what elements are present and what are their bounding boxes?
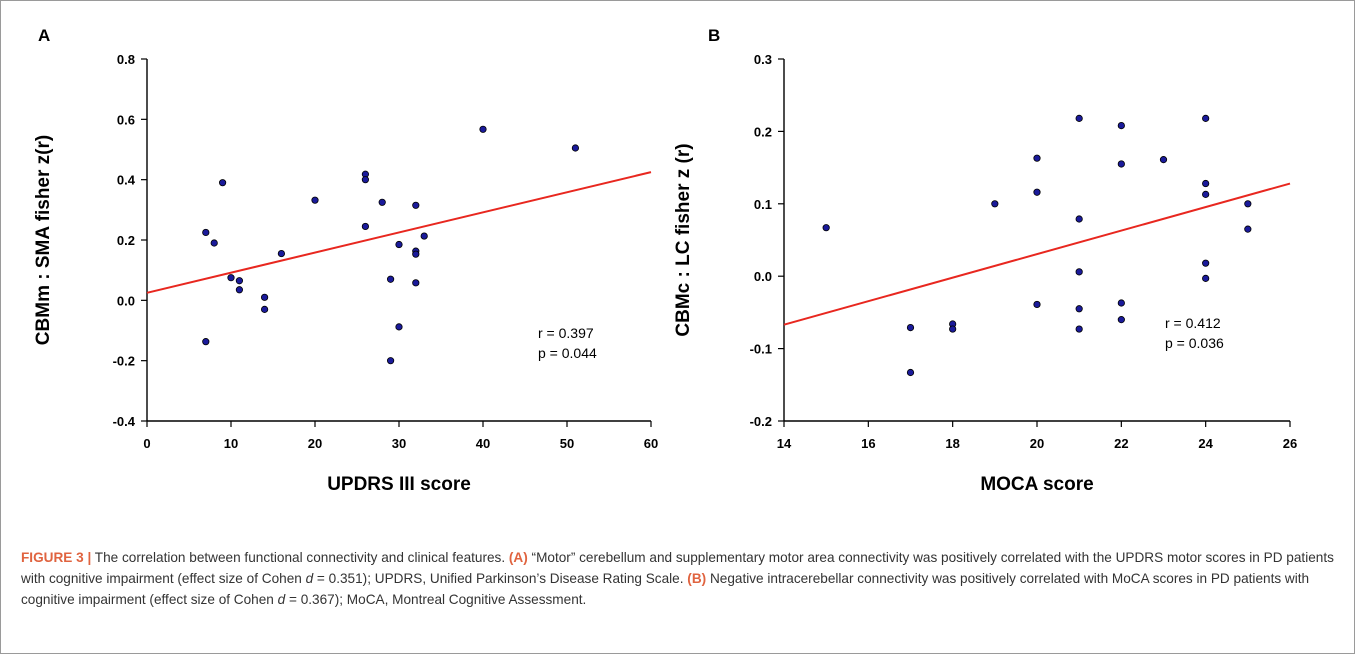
panel-a-y-tick-label: -0.2 xyxy=(113,354,135,369)
panel-b-x-tick-label: 26 xyxy=(1283,436,1297,451)
panel-b-data-point xyxy=(1202,191,1208,197)
panel-b-data-point xyxy=(1118,316,1124,322)
panel-b-x-tick-label: 24 xyxy=(1198,436,1213,451)
panel-b-data-point xyxy=(1245,226,1251,232)
caption-figure-label: FIGURE 3 | xyxy=(21,550,91,565)
panel-a-x-tick-label: 20 xyxy=(308,436,322,451)
panel-b-data-point xyxy=(1245,201,1251,207)
panel-a-data-point xyxy=(219,179,225,185)
chart-area: A -0.4 -0.2 0.0 0.2 0.4 0.6 0.8 0 10 20 30 40 50 60 UPD… xyxy=(1,1,1354,541)
panel-a-regression-line xyxy=(147,172,651,293)
panel-b-x-tick-label: 16 xyxy=(861,436,875,451)
panel-a-data-point xyxy=(387,276,393,282)
caption-panel-a-text-2: = 0.351); UPDRS, Unified Parkinson’s Dis… xyxy=(313,571,687,586)
panel-a-data-point xyxy=(278,250,284,256)
panel-a-r-value: r = 0.397 xyxy=(538,325,594,341)
panel-b-y-tick-label: -0.1 xyxy=(750,342,772,357)
panel-a-y-tick-label: -0.4 xyxy=(113,414,136,429)
panel-a-data-point xyxy=(572,145,578,151)
panel-a-y-tick-label: 0.6 xyxy=(117,112,135,127)
caption-panel-a-label: (A) xyxy=(509,550,528,565)
panel-a-data-point xyxy=(387,357,393,363)
caption-panel-b-text-2: = 0.367); MoCA, Montreal Cognitive Asses… xyxy=(285,592,586,607)
panel-a-data-point xyxy=(236,287,242,293)
panel-a-x-tick-label: 50 xyxy=(560,436,574,451)
panel-b-y-tick-label: 0.2 xyxy=(754,124,772,139)
panel-b-x-tick-label: 18 xyxy=(945,436,959,451)
caption-figure-title: The correlation between functional conne… xyxy=(91,550,509,565)
panel-b-p-value: p = 0.036 xyxy=(1165,335,1224,351)
panel-a-data-point xyxy=(362,176,368,182)
panel-b-data-point xyxy=(1076,326,1082,332)
panel-b-y-tick-label: 0.0 xyxy=(754,269,772,284)
panel-b-data-point xyxy=(1160,156,1166,162)
panel-b-data-point xyxy=(907,324,913,330)
panel-a-y-tick-label: 0.0 xyxy=(117,293,135,308)
panel-b-data-point xyxy=(1034,189,1040,195)
panel-a-data-point xyxy=(261,294,267,300)
panel-b-data-point xyxy=(1202,260,1208,266)
panel-b-data-point xyxy=(1034,155,1040,161)
panel-b-y-tick-label: 0.1 xyxy=(754,197,772,212)
panel-a-data-point xyxy=(413,280,419,286)
panel-a-data-point xyxy=(203,229,209,235)
panel-b-data-point xyxy=(1076,306,1082,312)
panel-b-y-tick-label: -0.2 xyxy=(750,414,772,429)
panel-a-x-axis-title: UPDRS III score xyxy=(327,474,471,495)
panel-b-letter: B xyxy=(708,26,720,45)
panel-b-data-point xyxy=(949,326,955,332)
panel-b-data-point xyxy=(823,224,829,230)
panel-a-x-tick-label: 0 xyxy=(143,436,150,451)
panel-a-data-point xyxy=(480,126,486,132)
figure-caption: FIGURE 3 | The correlation between funct… xyxy=(21,547,1341,610)
panel-b-x-tick-label: 14 xyxy=(777,436,792,451)
panel-a-data-point xyxy=(396,241,402,247)
panel-a-y-axis-title: CBMm : SMA fisher z(r) xyxy=(33,135,54,345)
panel-b-x-tick-label: 20 xyxy=(1030,436,1044,451)
panel-a-y-tick-label: 0.8 xyxy=(117,52,135,67)
panel-a-data-point xyxy=(413,202,419,208)
panel-b-data-point xyxy=(992,201,998,207)
panel-b-x-tick-label: 22 xyxy=(1114,436,1128,451)
caption-panel-b-label: (B) xyxy=(687,571,706,586)
panel-a-data-point xyxy=(379,199,385,205)
panel-a-y-tick-label: 0.2 xyxy=(117,233,135,248)
panel-a-data-point xyxy=(203,338,209,344)
panel-a-data-point xyxy=(211,240,217,246)
panel-a-data-point xyxy=(362,223,368,229)
panel-b-r-value: r = 0.412 xyxy=(1165,315,1221,331)
panel-b-data-point xyxy=(1076,216,1082,222)
panel-b-data-point xyxy=(1076,269,1082,275)
panel-b-data-point xyxy=(1076,115,1082,121)
panel-a-letter: A xyxy=(38,26,50,45)
panel-b-data-point xyxy=(1118,300,1124,306)
panel-b-y-tick-label: 0.3 xyxy=(754,52,772,67)
panel-a-x-tick-label: 60 xyxy=(644,436,658,451)
panel-a-data-point xyxy=(421,233,427,239)
panel-b-data-point xyxy=(1118,161,1124,167)
panel-b-data-point xyxy=(1118,122,1124,128)
panel-a-y-tick-label: 0.4 xyxy=(117,173,136,188)
panel-a-x-tick-label: 30 xyxy=(392,436,406,451)
panel-a-data-point xyxy=(228,275,234,281)
panel-a-data-point xyxy=(396,324,402,330)
panel-b-y-axis-title: CBMc : LC fisher z (r) xyxy=(673,143,694,336)
panel-a-p-value: p = 0.044 xyxy=(538,345,597,361)
panel-b-data-point xyxy=(907,369,913,375)
panel-b-data-point xyxy=(1202,180,1208,186)
panel-b-data-point xyxy=(1202,275,1208,281)
panel-a-data-point xyxy=(261,306,267,312)
panel-b-x-axis-title: MOCA score xyxy=(980,474,1093,495)
panel-a-data-point xyxy=(236,278,242,284)
panel-b-data-point xyxy=(1034,301,1040,307)
panel-a-x-tick-label: 40 xyxy=(476,436,490,451)
panel-a-data-point xyxy=(413,251,419,257)
panel-a-data-point xyxy=(312,197,318,203)
panel-a-x-tick-label: 10 xyxy=(224,436,238,451)
panel-b-data-point xyxy=(1202,115,1208,121)
